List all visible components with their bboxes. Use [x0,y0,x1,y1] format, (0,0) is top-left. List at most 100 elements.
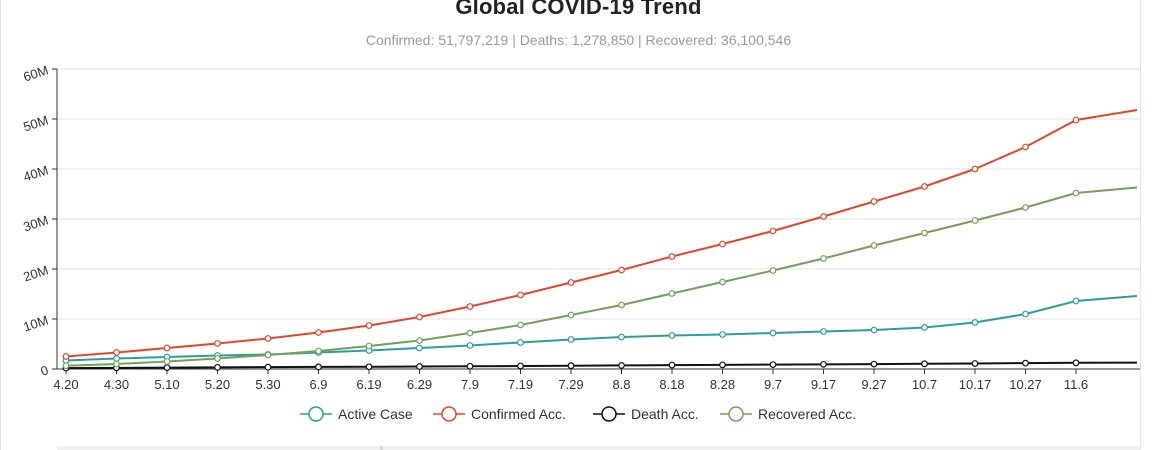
x-tick-label: 7.29 [558,377,583,392]
data-point [567,279,575,286]
x-tick-label: 10.27 [1009,377,1042,392]
x-tick-label: 8.8 [612,377,630,392]
data-point [769,361,777,369]
x-tick-label: 7.9 [461,377,479,392]
data-point [870,242,878,249]
data-point [971,165,979,173]
data-point [668,361,676,369]
data-point [264,351,272,359]
data-point [315,329,322,336]
x-tick-label: 4.20 [53,377,78,392]
x-tick-label: 6.19 [356,377,381,392]
data-point [668,332,676,339]
data-point [517,339,524,346]
data-point [618,333,625,341]
data-point [163,364,171,372]
data-point [618,266,625,274]
x-tick-label: 8.28 [710,377,735,392]
x-tick-label: 9.7 [764,377,782,392]
x-tick-label: 7.19 [508,377,533,392]
y-tick-label: 40M [21,162,50,184]
y-tick-label: 10M [21,312,50,334]
data-point [466,329,474,337]
x-tick-label: 6.9 [309,377,327,392]
data-point [264,363,272,371]
data-point [264,335,272,342]
data-point [416,363,423,370]
data-point [214,355,221,362]
data-point [1072,189,1080,197]
y-tick-label: 20M [21,262,50,284]
data-point [1072,297,1080,305]
data-point [820,360,827,368]
x-tick-label: 9.27 [861,377,886,392]
data-point [971,360,979,367]
x-tick-label: 5.10 [154,377,179,392]
legend-marker [308,406,324,422]
data-point [567,362,575,370]
y-tick-label: 60M [21,62,50,84]
data-point [870,198,878,205]
data-point [416,337,423,344]
series-line [65,295,1138,362]
data-point [365,322,373,329]
data-point [668,253,676,260]
x-tick-label: 6.29 [407,377,432,392]
data-point [62,362,70,370]
data-point [113,355,120,362]
data-point [214,363,221,371]
data-point [820,213,827,220]
bottom-strip [57,446,1140,450]
data-point [365,363,373,371]
data-point [1022,204,1029,211]
series-line [65,361,1138,370]
legend-marker [441,406,457,422]
data-point [466,362,474,370]
x-tick-label: 4.30 [104,377,129,392]
data-point [668,290,676,297]
data-point [466,303,474,310]
data-point [163,358,171,365]
data-point [971,319,979,326]
data-point [517,321,524,329]
data-point [971,217,979,224]
data-point [567,336,575,343]
data-point [315,363,322,371]
data-point [719,331,726,338]
data-point [820,255,827,262]
data-point [921,360,928,368]
data-point [1072,116,1080,124]
data-point [921,324,928,331]
legend-marker [728,406,744,422]
x-tick-label: 5.30 [255,377,280,392]
data-point [769,329,777,337]
y-tick-label: 50M [21,112,50,134]
data-point [113,360,120,368]
x-tick-label: 10.7 [912,377,937,392]
panel-left-border [0,0,1,450]
data-point [870,326,878,334]
data-point [618,301,625,309]
data-point [1022,143,1029,151]
data-point [769,227,777,235]
legend-label: Active Case [338,406,413,422]
data-point [315,347,322,355]
data-point [921,183,928,190]
series-line [65,109,1138,358]
data-point [719,361,726,369]
data-point [214,340,221,347]
data-point [1022,310,1029,318]
data-point [1022,359,1029,367]
data-point [416,313,423,321]
data-point [618,362,625,369]
y-tick-label: 0 [39,362,51,379]
chart-title: Global COVID-19 Trend [455,0,702,19]
x-tick-label: 10.17 [959,377,992,392]
data-point [921,229,928,237]
legend-label: Confirmed Acc. [471,406,566,422]
data-point [567,311,575,319]
x-tick-label: 8.18 [659,377,684,392]
data-point [870,360,878,368]
data-point [1072,359,1080,367]
